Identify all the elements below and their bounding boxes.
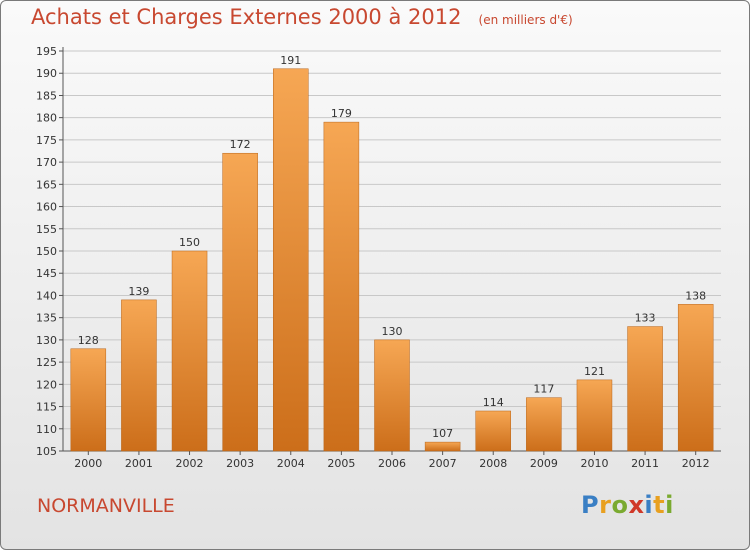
y-tick-label: 135	[36, 312, 57, 325]
y-tick-label: 115	[36, 401, 57, 414]
x-tick-label: 2003	[226, 457, 254, 470]
y-tick-label: 180	[36, 112, 57, 125]
x-tick-label: 2006	[378, 457, 406, 470]
bar	[273, 68, 309, 452]
bar-value-label: 130	[382, 325, 403, 338]
logo-letter: t	[653, 491, 666, 519]
bar-value-label: 150	[179, 236, 200, 249]
labels: 105 110 115 120 125 130 135 140 145 150 155 160 165 1…	[36, 45, 710, 470]
y-tick-label: 130	[36, 334, 57, 347]
bar-value-label: 128	[78, 334, 99, 347]
bar-value-label: 139	[128, 285, 149, 298]
bar	[576, 379, 613, 452]
bar	[677, 304, 714, 452]
x-tick-label: 2007	[429, 457, 457, 470]
bar-value-label: 179	[331, 107, 352, 120]
x-tick-label: 2009	[530, 457, 558, 470]
logo-letter: i	[644, 491, 654, 519]
chart-title-text: Achats et Charges Externes 2000 à 2012	[31, 5, 462, 29]
bar-value-label: 138	[685, 289, 706, 302]
bar	[374, 339, 410, 452]
bar	[70, 348, 107, 452]
y-tick-label: 105	[36, 445, 57, 458]
bar-value-label: 172	[230, 138, 251, 151]
x-tick-label: 2000	[74, 457, 102, 470]
y-tick-label: 140	[36, 289, 57, 302]
bar	[526, 397, 562, 452]
y-tick-label: 190	[36, 67, 57, 80]
y-tick-label: 160	[36, 201, 57, 214]
x-tick-label: 2011	[631, 457, 659, 470]
y-tick-label: 165	[36, 178, 57, 191]
y-tick-label: 170	[36, 156, 57, 169]
logo-letter: r	[599, 491, 612, 519]
x-tick-label: 2008	[479, 457, 507, 470]
bar	[171, 250, 208, 452]
y-tick-label: 155	[36, 223, 57, 236]
y-tick-label: 110	[36, 423, 57, 436]
commune-name: NORMANVILLE	[37, 495, 175, 517]
logo-letter: x	[628, 491, 645, 519]
bar	[323, 121, 360, 452]
x-tick-label: 2012	[682, 457, 710, 470]
y-tick-label: 145	[36, 267, 57, 280]
chart-title: Achats et Charges Externes 2000 à 2012 (…	[31, 5, 573, 29]
y-tick-label: 150	[36, 245, 57, 258]
x-tick-label: 2005	[327, 457, 355, 470]
logo-letter: P	[581, 491, 600, 519]
x-tick-label: 2004	[277, 457, 305, 470]
y-tick-label: 175	[36, 134, 57, 147]
y-tick-label: 195	[36, 45, 57, 58]
y-tick-label: 125	[36, 356, 57, 369]
bar	[222, 152, 258, 452]
bar-value-label: 191	[280, 54, 301, 67]
bar-value-label: 117	[533, 383, 554, 396]
bar	[424, 441, 461, 452]
chart-unit-text: (en milliers d'€)	[478, 13, 573, 27]
bar	[121, 299, 157, 452]
x-tick-label: 2001	[125, 457, 153, 470]
x-tick-label: 2010	[580, 457, 608, 470]
bar	[627, 326, 663, 452]
bar-value-label: 114	[483, 396, 504, 409]
bar-value-label: 133	[635, 312, 656, 325]
proxiti-logo[interactable]: Proxiti	[581, 491, 674, 519]
bar	[475, 410, 511, 452]
y-tick-label: 120	[36, 378, 57, 391]
bars	[70, 68, 714, 452]
bar-value-label: 107	[432, 427, 453, 440]
y-tick-label: 185	[36, 89, 57, 102]
x-tick-label: 2002	[176, 457, 204, 470]
logo-letter: o	[611, 491, 629, 519]
bar-value-label: 121	[584, 365, 605, 378]
logo-letter: i	[665, 491, 674, 519]
